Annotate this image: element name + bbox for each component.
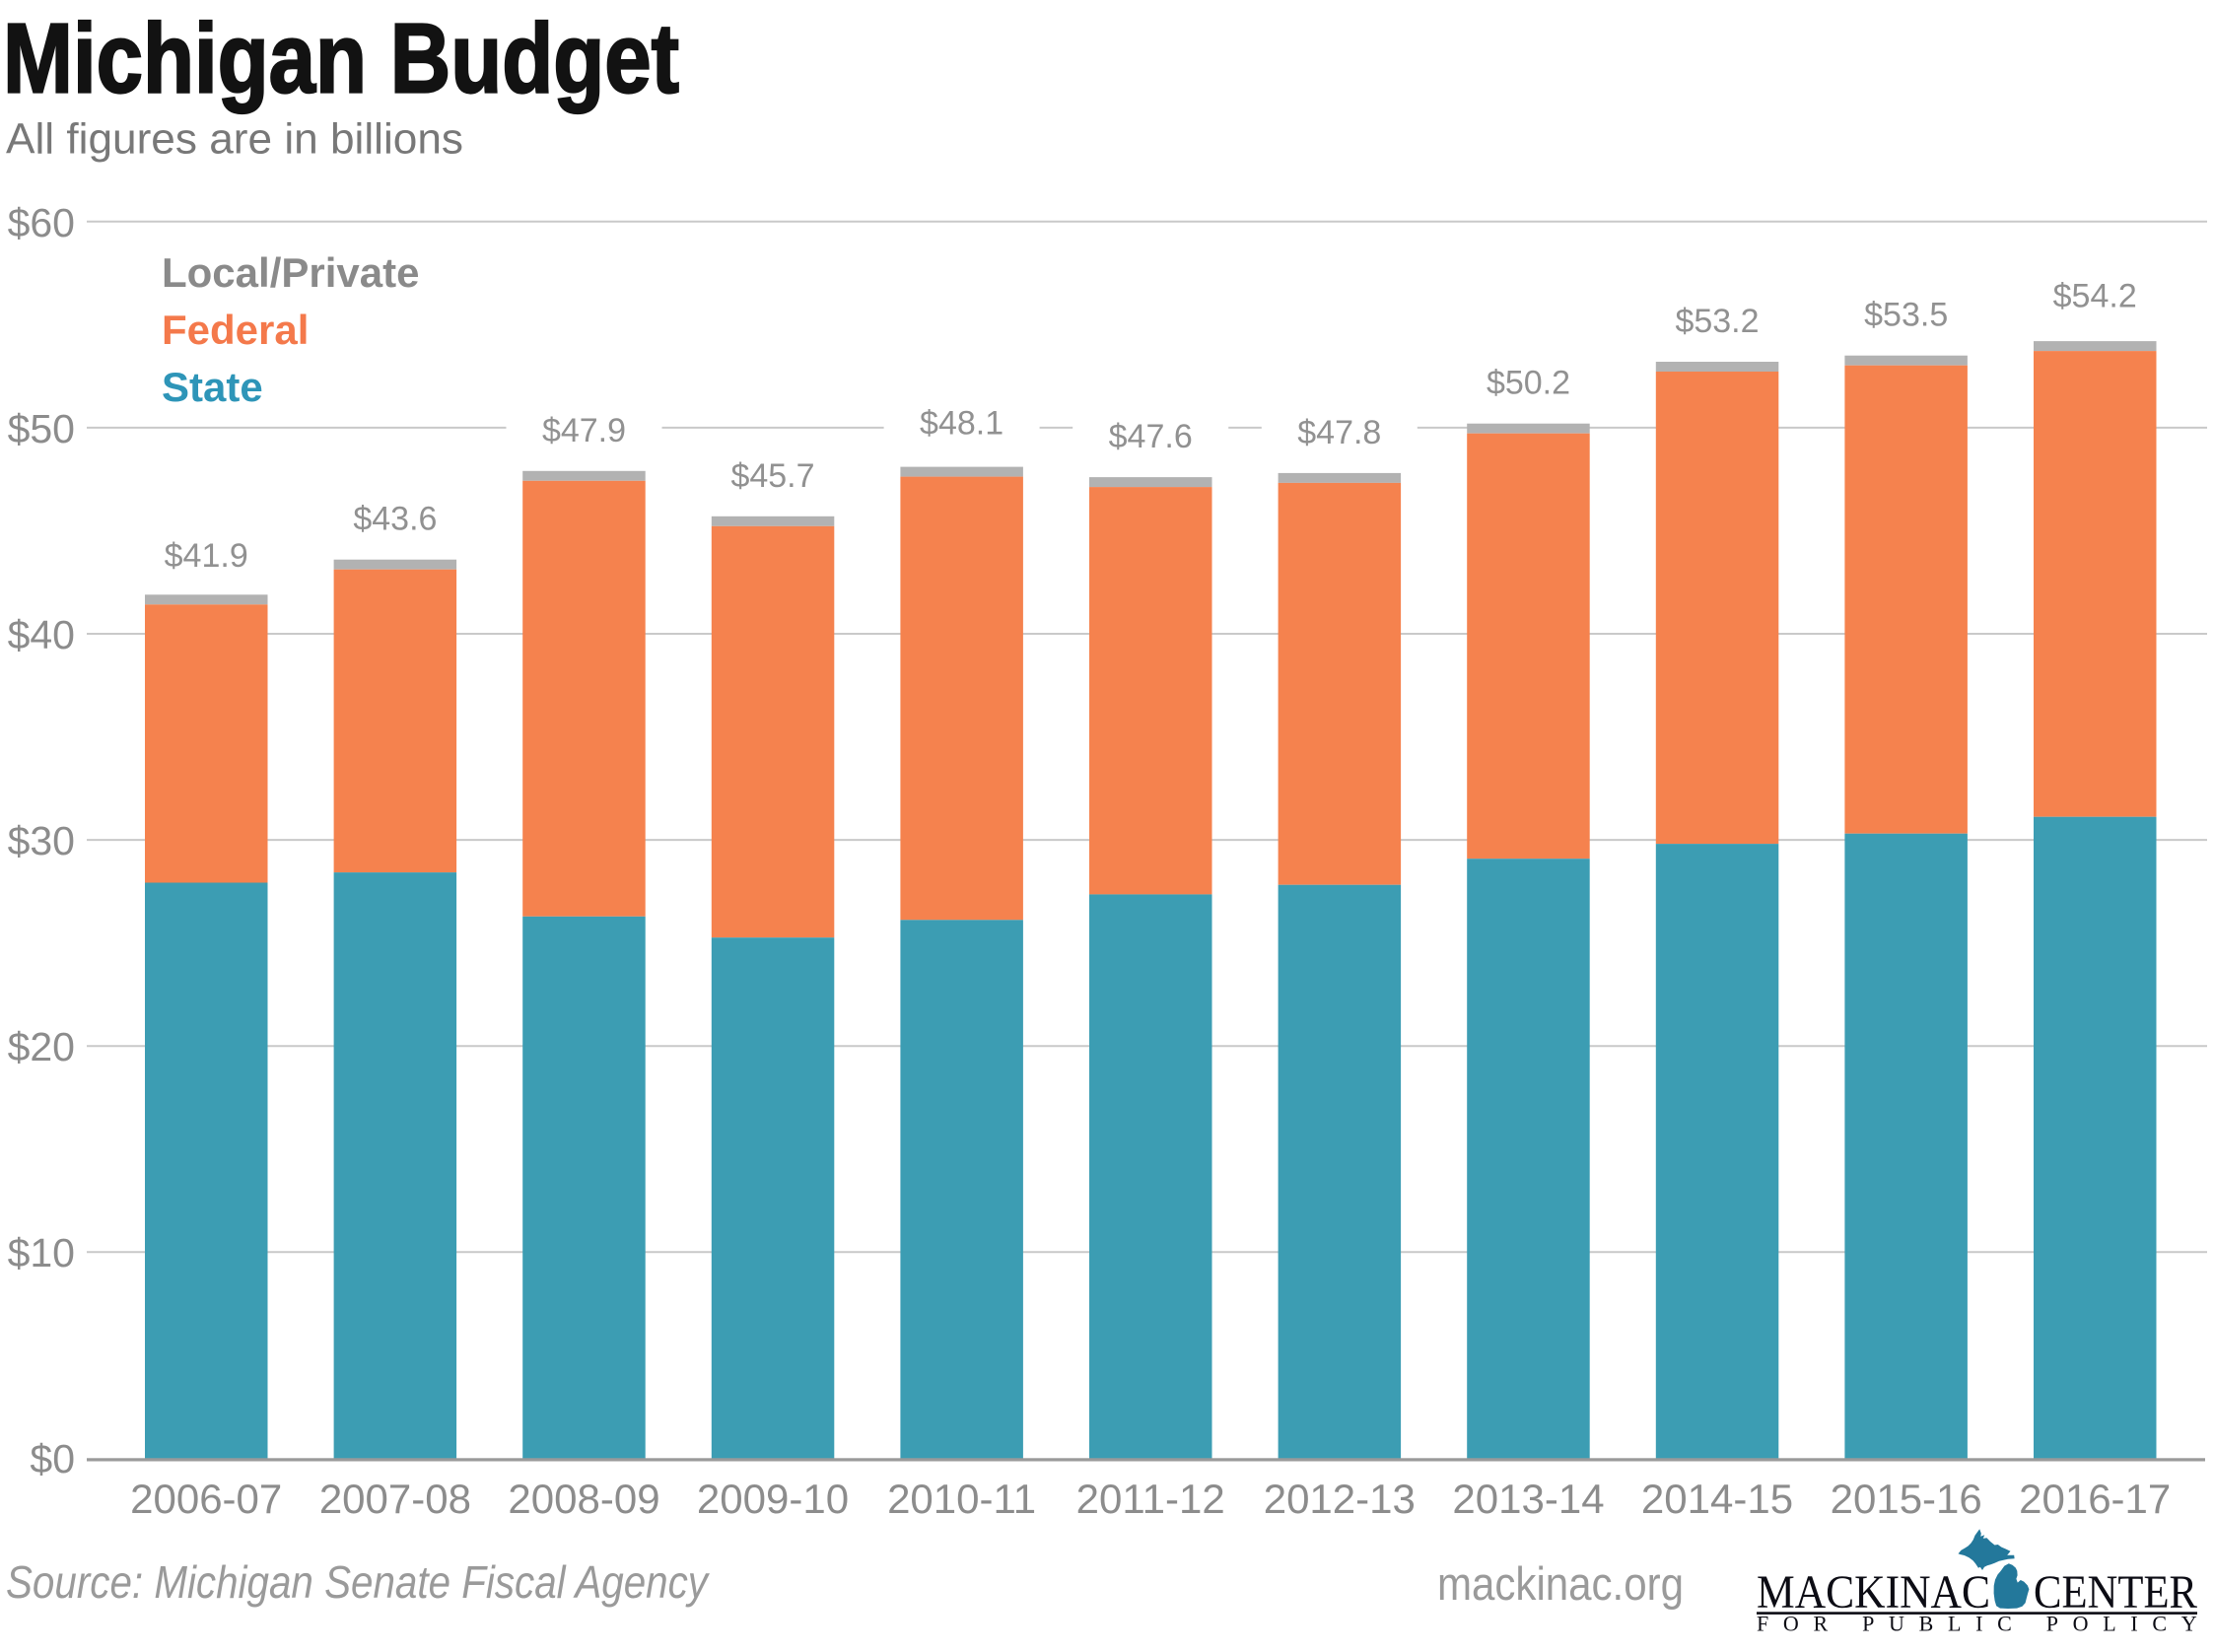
svg-text:$43.6: $43.6	[353, 501, 437, 538]
svg-text:Michigan Budget: Michigan Budget	[3, 4, 679, 114]
svg-text:2009-10: 2009-10	[697, 1476, 849, 1522]
svg-text:2015-16: 2015-16	[1831, 1476, 1982, 1522]
svg-text:2013-14: 2013-14	[1452, 1476, 1604, 1522]
svg-text:$30: $30	[8, 818, 75, 863]
svg-text:$20: $20	[8, 1024, 75, 1069]
svg-text:Source: Michigan Senate Fiscal: Source: Michigan Senate Fiscal Agency	[6, 1556, 711, 1608]
svg-text:2011-12: 2011-12	[1076, 1476, 1225, 1522]
svg-text:2012-13: 2012-13	[1264, 1476, 1416, 1522]
svg-text:$47.9: $47.9	[542, 412, 626, 449]
svg-text:2016-17: 2016-17	[2019, 1476, 2171, 1522]
svg-text:$53.5: $53.5	[1864, 297, 1948, 334]
svg-text:$60: $60	[8, 200, 75, 245]
svg-text:$0: $0	[30, 1436, 75, 1481]
svg-text:$45.7: $45.7	[730, 457, 814, 495]
svg-text:$41.9: $41.9	[165, 537, 248, 575]
svg-text:$10: $10	[8, 1230, 75, 1275]
svg-text:Local/Private: Local/Private	[162, 249, 419, 296]
svg-text:2008-09: 2008-09	[508, 1476, 659, 1522]
svg-text:MACKINAC: MACKINAC	[1757, 1566, 1990, 1618]
svg-text:2014-15: 2014-15	[1641, 1476, 1793, 1522]
svg-text:Federal: Federal	[162, 307, 309, 353]
svg-text:$53.2: $53.2	[1675, 303, 1759, 340]
svg-text:$48.1: $48.1	[920, 404, 1003, 442]
svg-text:2007-08: 2007-08	[319, 1476, 471, 1522]
svg-text:State: State	[162, 364, 263, 410]
svg-text:FOR PUBLIC POLICY: FOR PUBLIC POLICY	[1757, 1612, 2211, 1636]
svg-text:$47.6: $47.6	[1109, 418, 1193, 455]
svg-text:All figures are in billions: All figures are in billions	[6, 115, 463, 164]
svg-text:2010-11: 2010-11	[887, 1476, 1036, 1522]
svg-text:$50: $50	[8, 406, 75, 451]
svg-text:2006-07: 2006-07	[130, 1476, 282, 1522]
svg-text:$40: $40	[8, 612, 75, 657]
svg-text:$47.8: $47.8	[1297, 414, 1381, 451]
svg-text:$50.2: $50.2	[1487, 365, 1570, 402]
svg-text:mackinac.org: mackinac.org	[1437, 1557, 1684, 1610]
svg-text:CENTER: CENTER	[2034, 1566, 2197, 1618]
svg-text:$54.2: $54.2	[2053, 277, 2137, 314]
